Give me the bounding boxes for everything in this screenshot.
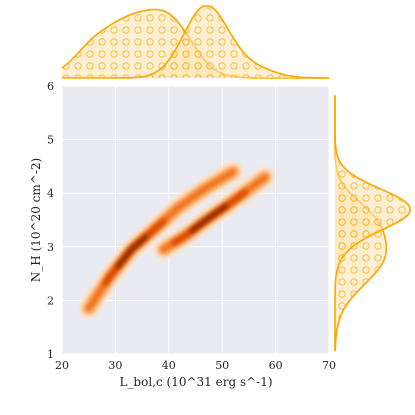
y-tick-label: 3 [47,241,54,254]
density-population-a [78,161,243,319]
marginal-x-curve-a-hatch [62,9,329,78]
y-axis-label: N_H (10^20 cm^-2) [29,158,43,282]
marginal-y-curve-b [334,95,411,352]
marginal-x-density [61,5,329,79]
x-axis-label: L_bol,c (10^31 erg s^-1) [119,375,272,389]
y-tick-label: 6 [47,80,54,93]
y-tick-label: 2 [47,294,54,307]
marginal-y-curve-b-hatch [335,94,410,352]
x-tick-label: 20 [55,359,69,372]
marginal-x-curve-b [62,5,329,79]
y-tick-label: 1 [47,348,54,361]
density-layer [78,161,275,319]
marginal-y-density [334,94,411,352]
y-tick-labels: 1 2 3 4 5 6 [47,80,54,361]
x-tick-label: 50 [215,359,229,372]
x-tick-label: 60 [269,359,283,372]
y-tick-label: 5 [47,134,54,147]
x-tick-label: 70 [322,359,336,372]
density-population-b [153,167,275,260]
density-peak [115,234,148,269]
x-tick-labels: 20 30 40 50 60 70 [55,359,336,372]
marginal-x-curve-b-hatch [62,6,329,78]
density-peak [189,204,228,233]
x-tick-label: 30 [108,359,122,372]
y-tick-label: 4 [47,187,54,200]
x-tick-label: 40 [162,359,176,372]
